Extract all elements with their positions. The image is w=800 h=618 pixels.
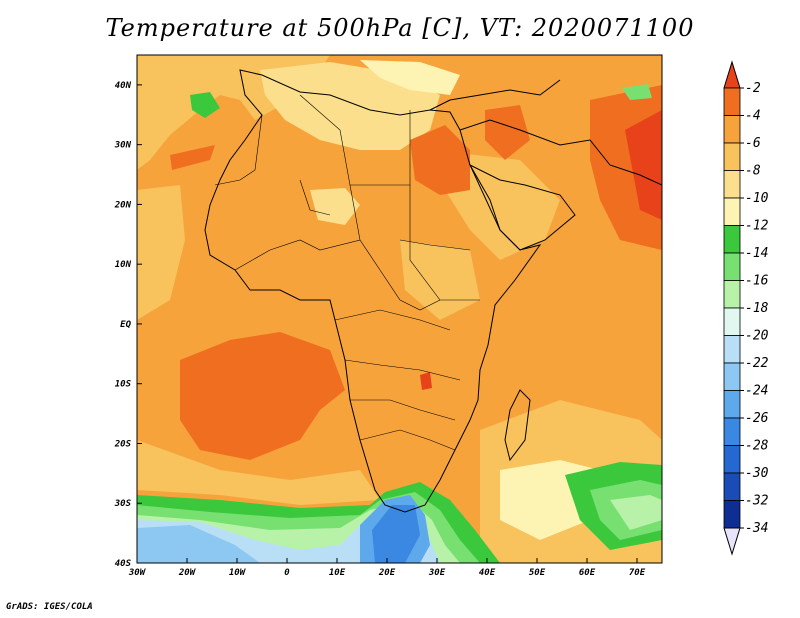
lat-tick-label: 10N	[115, 260, 132, 270]
lat-tick-label: 10S	[115, 380, 132, 390]
temperature-field-south-blue-west	[137, 525, 260, 563]
lat-tick-label: 20S	[114, 439, 132, 449]
colorbar-label: -2	[745, 81, 761, 96]
colorbar-swatch	[723, 362, 741, 391]
lat-tick-label: 20N	[114, 200, 132, 210]
colorbar-label: -16	[745, 274, 769, 289]
colorbar-label: -32	[745, 494, 769, 509]
colorbar-label: -18	[745, 301, 769, 316]
colorbar-swatch	[723, 417, 741, 446]
temperature-field-south-atlantic-warm	[180, 332, 345, 460]
temperature-field-iberia-green	[190, 92, 220, 118]
colorbar-swatch	[723, 87, 741, 116]
lat-tick-label: 30S	[114, 499, 132, 509]
map-plot-area	[137, 55, 662, 563]
colorbar-swatch	[723, 142, 741, 171]
lat-tick-label: 30N	[114, 141, 132, 151]
temperature-field-niger-light	[310, 188, 360, 225]
colorbar-top-arrow	[723, 60, 741, 89]
temperature-field-zambia-hot	[420, 372, 432, 390]
lon-tick-label: 70E	[629, 568, 646, 578]
map-frame	[136, 54, 663, 564]
lon-tick-label: 20E	[378, 568, 396, 578]
temperature-field-asia-green	[622, 84, 652, 100]
temperature-field-india-hot	[625, 110, 662, 220]
temperature-field-mediterranean	[360, 60, 460, 95]
temperature-field-south-atlantic	[137, 440, 380, 505]
temperature-field-canary-warm	[170, 145, 215, 170]
colorbar-label: -12	[745, 219, 769, 234]
axis-ticks: 30W 20W 10W 0 10E 20E 30E 40E 50E 60E 70E 40N 30N 20N…	[114, 81, 646, 578]
coastlines	[204, 69, 662, 513]
lat-tick-label: EQ	[120, 320, 131, 330]
temperature-field-egypt-warm	[410, 125, 470, 195]
colorbar-swatch	[723, 197, 741, 226]
colorbar-swatch	[723, 445, 741, 474]
colorbar-label: -24	[745, 384, 768, 399]
colorbar-swatch	[723, 170, 741, 199]
temperature-field-indian-pale	[610, 495, 662, 530]
colorbar-swatch	[723, 225, 741, 254]
colorbar-swatch	[723, 280, 741, 309]
lat-tick-label: 40S	[115, 559, 132, 569]
lon-tick-label: 60E	[579, 568, 596, 578]
colorbar-label: -34	[745, 521, 768, 536]
colorbar-label: -14	[745, 246, 768, 261]
country-borders	[214, 94, 480, 451]
colorbar-label: -20	[745, 329, 769, 344]
colorbar-label: -10	[745, 191, 769, 206]
temperature-field-atlantic-light	[137, 185, 185, 320]
lon-tick-label: 30E	[428, 568, 446, 578]
colorbar-swatch	[723, 307, 741, 336]
lon-tick-label: 50E	[529, 568, 546, 578]
lon-tick-label: 20W	[178, 568, 197, 578]
colorbar-label: -30	[745, 466, 769, 481]
colorbar-bottom-arrow	[723, 527, 741, 556]
lon-tick-label: 0	[284, 568, 290, 578]
colorbar-label: -4	[745, 109, 761, 124]
colorbar-label: -22	[745, 356, 769, 371]
lon-tick-label: 40E	[479, 568, 496, 578]
colorbar-swatch	[723, 500, 741, 529]
colorbar-swatch	[723, 252, 741, 281]
temperature-field-iran-warm	[485, 105, 530, 160]
lat-tick-label: 40N	[115, 81, 132, 91]
colorbar-swatch	[723, 472, 741, 501]
colorbar-label: -28	[745, 439, 769, 454]
grads-credit: GrADS: IGES/COLA	[6, 602, 93, 612]
colorbar-label: -26	[745, 411, 769, 426]
lon-tick-label: 10W	[229, 568, 247, 578]
colorbar-swatch	[723, 335, 741, 364]
colorbar-swatch	[723, 390, 741, 419]
lon-tick-label: 30W	[128, 568, 147, 578]
temperature-field-south-deep-blue	[372, 505, 420, 563]
colorbar: -2 -4 -6 -8 -10 -12 -14 -16 -18 -20 -22 -24 -26 -28 -3…	[723, 60, 769, 556]
colorbar-label: -8	[745, 164, 761, 179]
lon-tick-label: 10E	[329, 568, 346, 578]
colorbar-swatch	[723, 115, 741, 144]
colorbar-label: -6	[745, 136, 761, 151]
map-title: Temperature at 500hPa [C], VT: 202007110…	[105, 14, 695, 42]
